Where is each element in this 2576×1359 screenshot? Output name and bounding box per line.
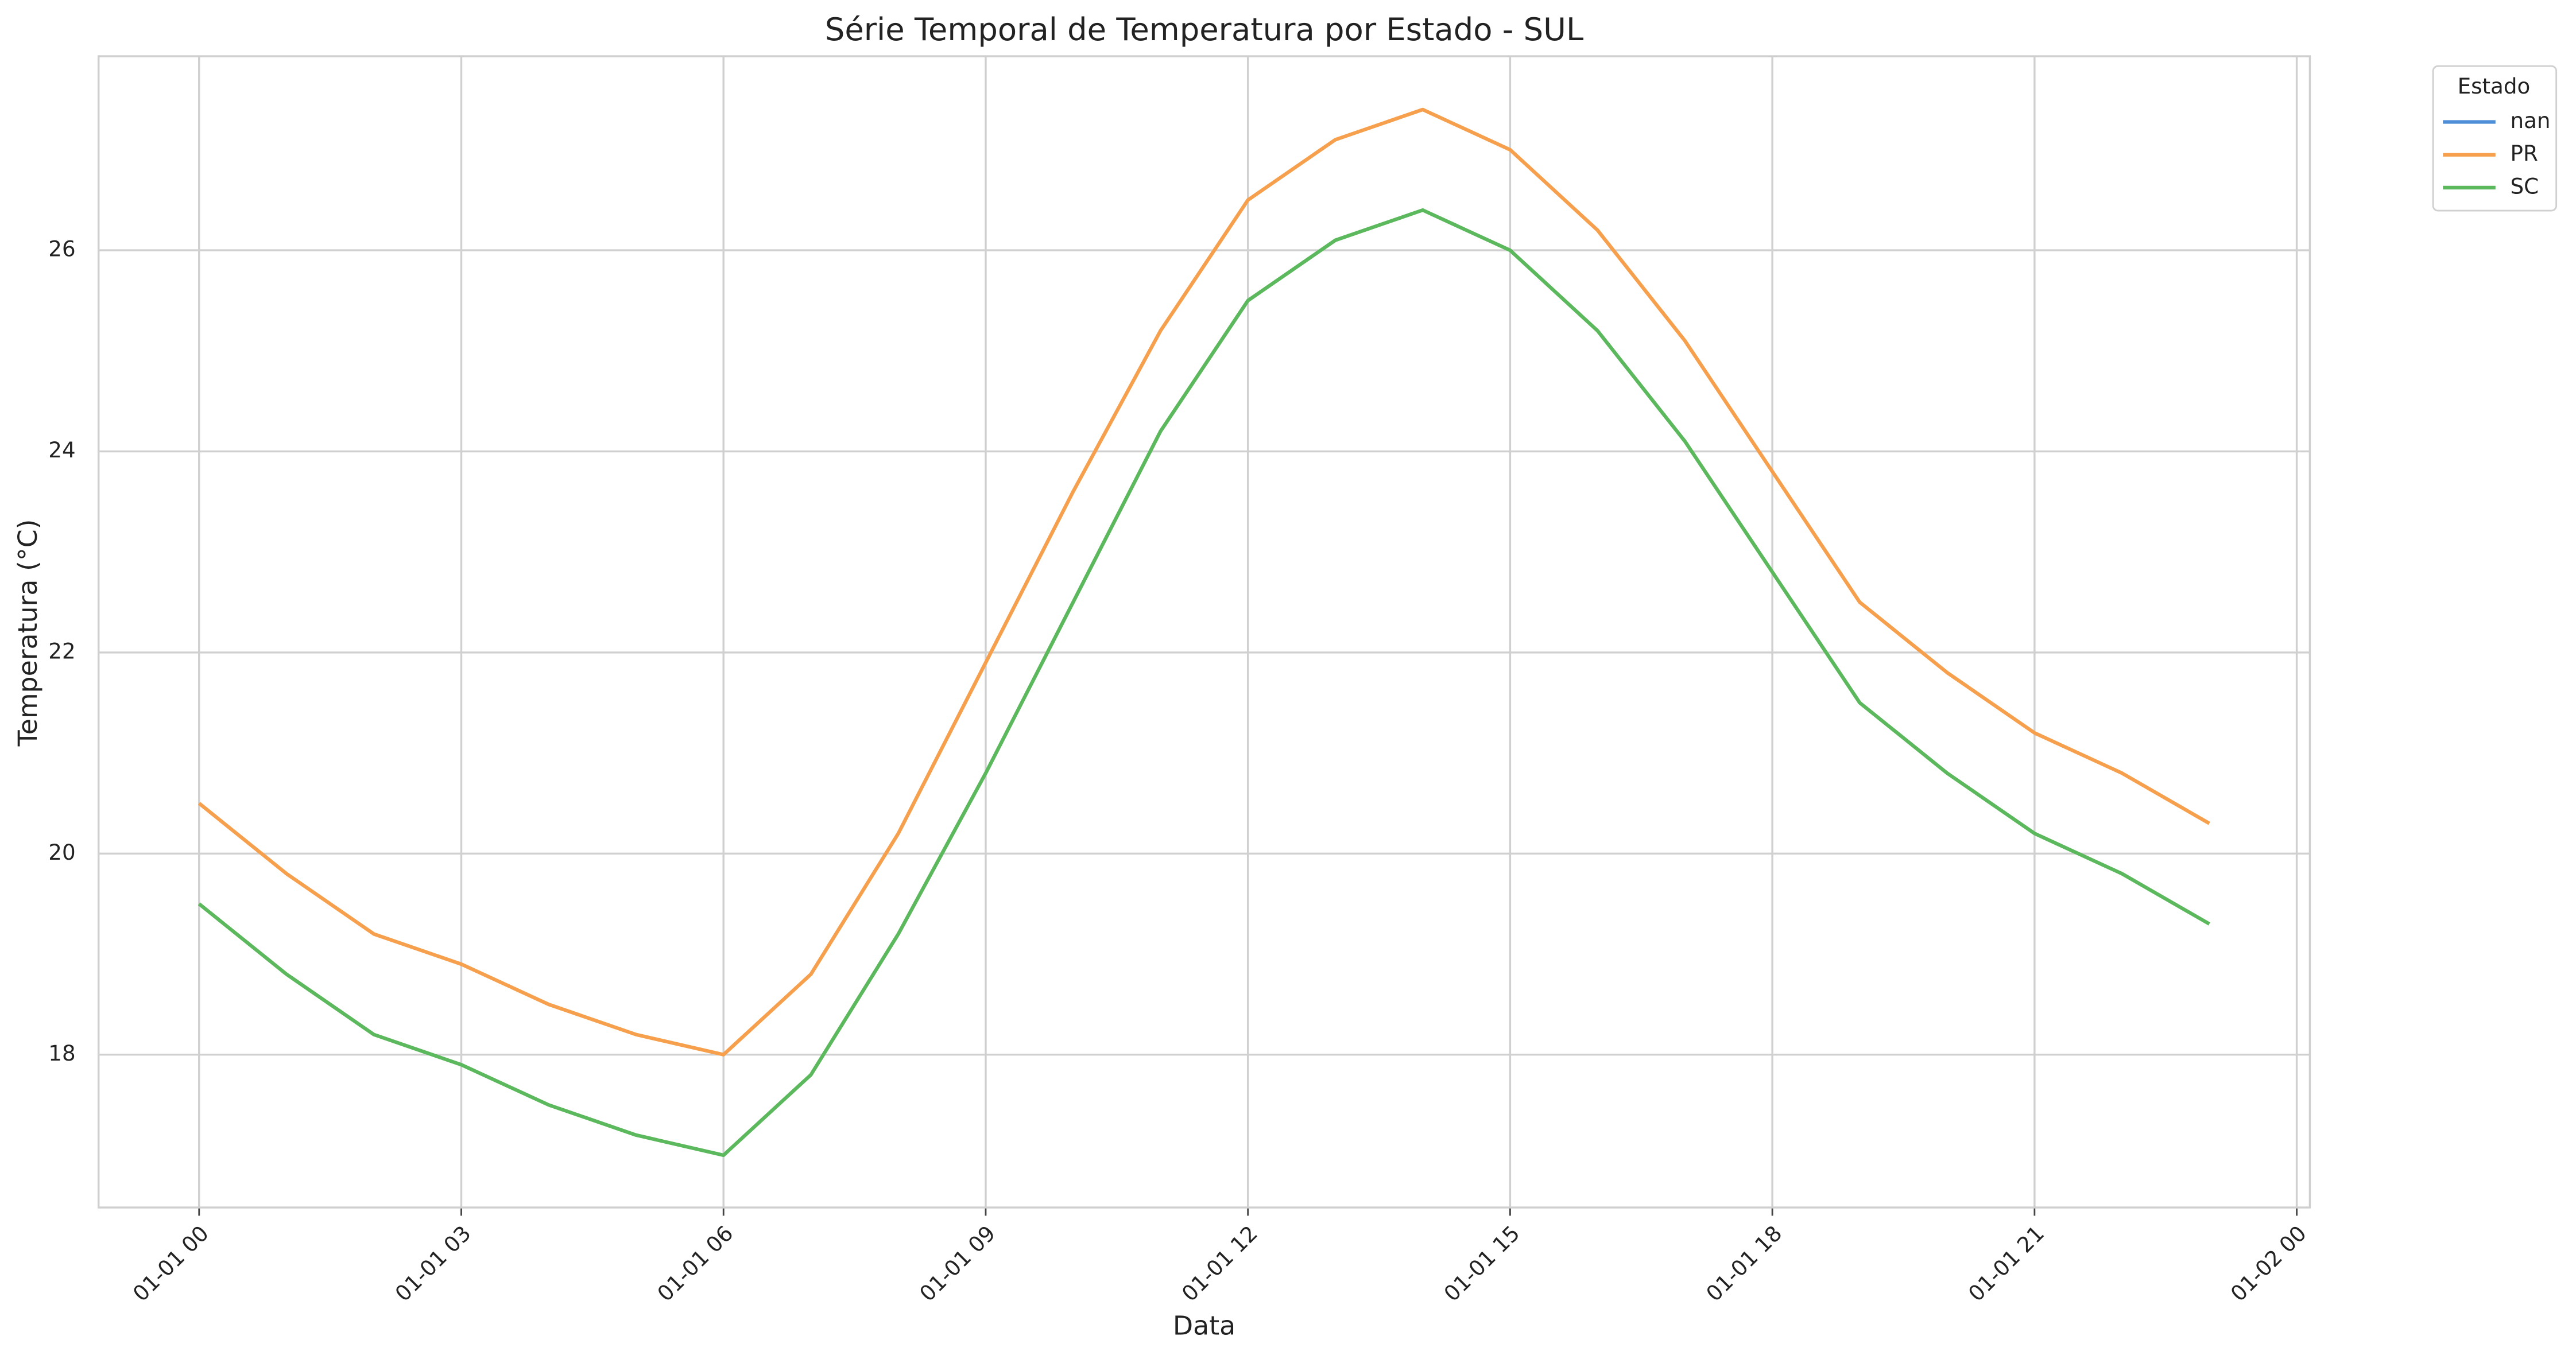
y-tick-label: 22 xyxy=(48,638,75,663)
legend-frame xyxy=(2432,65,2558,212)
y-tick-label: 24 xyxy=(48,437,75,463)
y-axis-label: Temperatura (°C) xyxy=(13,519,43,747)
chart-title: Série Temporal de Temperatura por Estado… xyxy=(825,11,1583,48)
legend: Estado nan PR SC xyxy=(2432,65,2558,212)
line-series xyxy=(197,208,2210,1158)
line-series xyxy=(197,107,2210,1057)
plot-frame xyxy=(97,55,2311,1209)
y-tick-label: 18 xyxy=(48,1040,75,1066)
y-tick-label: 20 xyxy=(48,840,75,865)
legend-label: PR xyxy=(2511,141,2538,166)
legend-title: Estado xyxy=(2458,73,2531,99)
legend-label: SC xyxy=(2511,173,2539,199)
y-tick-label: 26 xyxy=(48,236,75,262)
legend-label: nan xyxy=(2511,108,2551,133)
x-axis-label: Data xyxy=(1173,1310,1235,1341)
